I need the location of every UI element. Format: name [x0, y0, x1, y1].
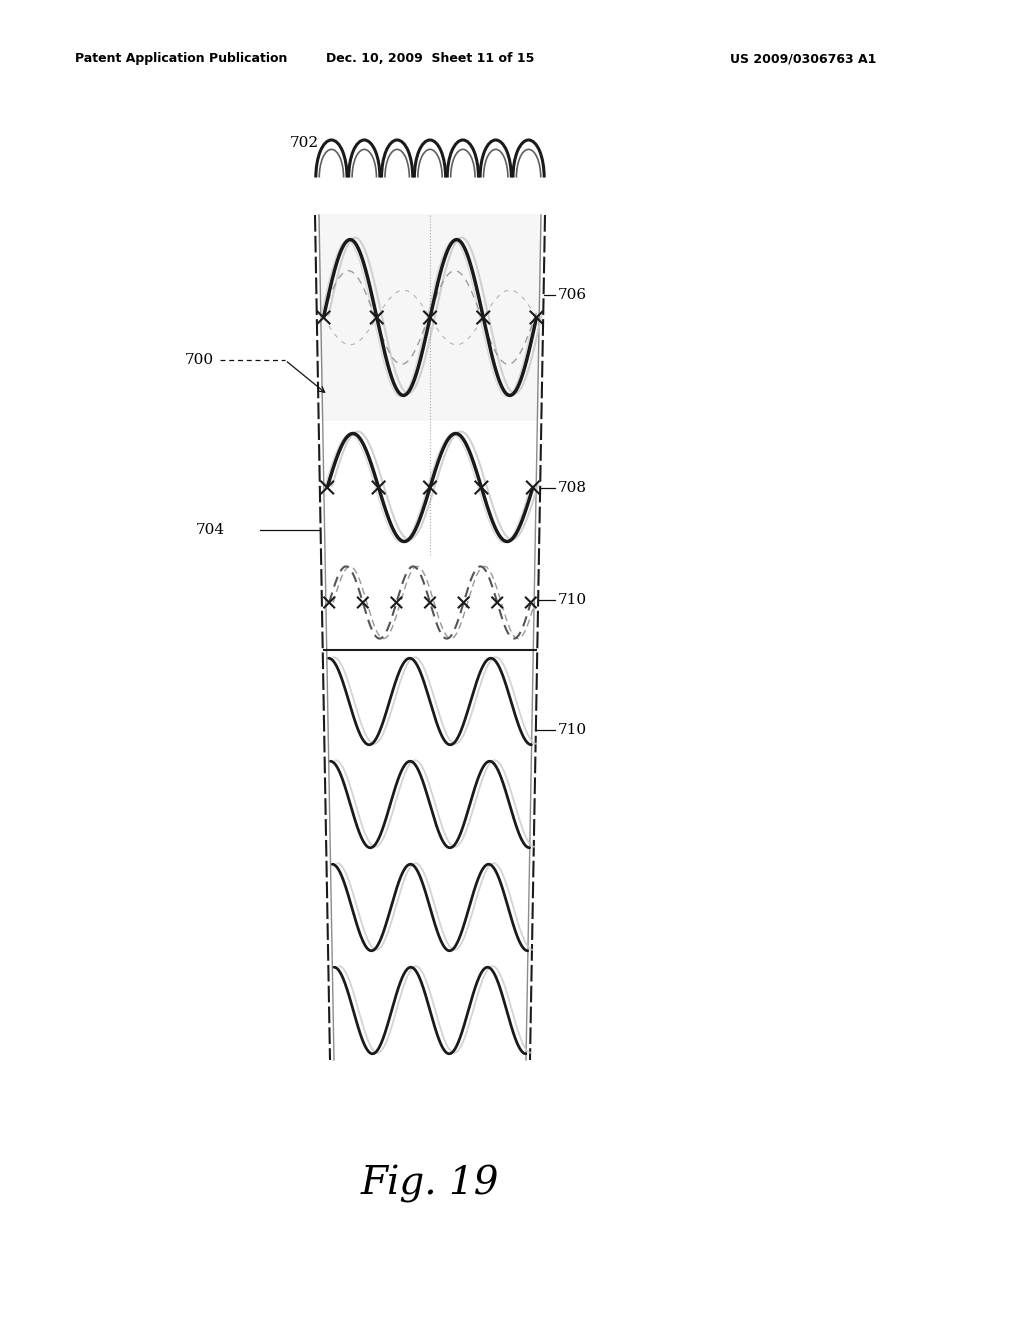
Text: 702: 702 — [290, 136, 319, 150]
Text: Fig. 19: Fig. 19 — [360, 1166, 500, 1203]
Text: 706: 706 — [558, 288, 587, 302]
Text: 710: 710 — [558, 723, 587, 737]
Text: 708: 708 — [558, 480, 587, 495]
Text: US 2009/0306763 A1: US 2009/0306763 A1 — [730, 51, 877, 65]
Text: Patent Application Publication: Patent Application Publication — [75, 51, 288, 65]
Text: Dec. 10, 2009  Sheet 11 of 15: Dec. 10, 2009 Sheet 11 of 15 — [326, 51, 535, 65]
Polygon shape — [319, 215, 541, 420]
Text: 700: 700 — [185, 352, 214, 367]
Text: 704: 704 — [196, 523, 225, 537]
Text: 710: 710 — [558, 593, 587, 607]
